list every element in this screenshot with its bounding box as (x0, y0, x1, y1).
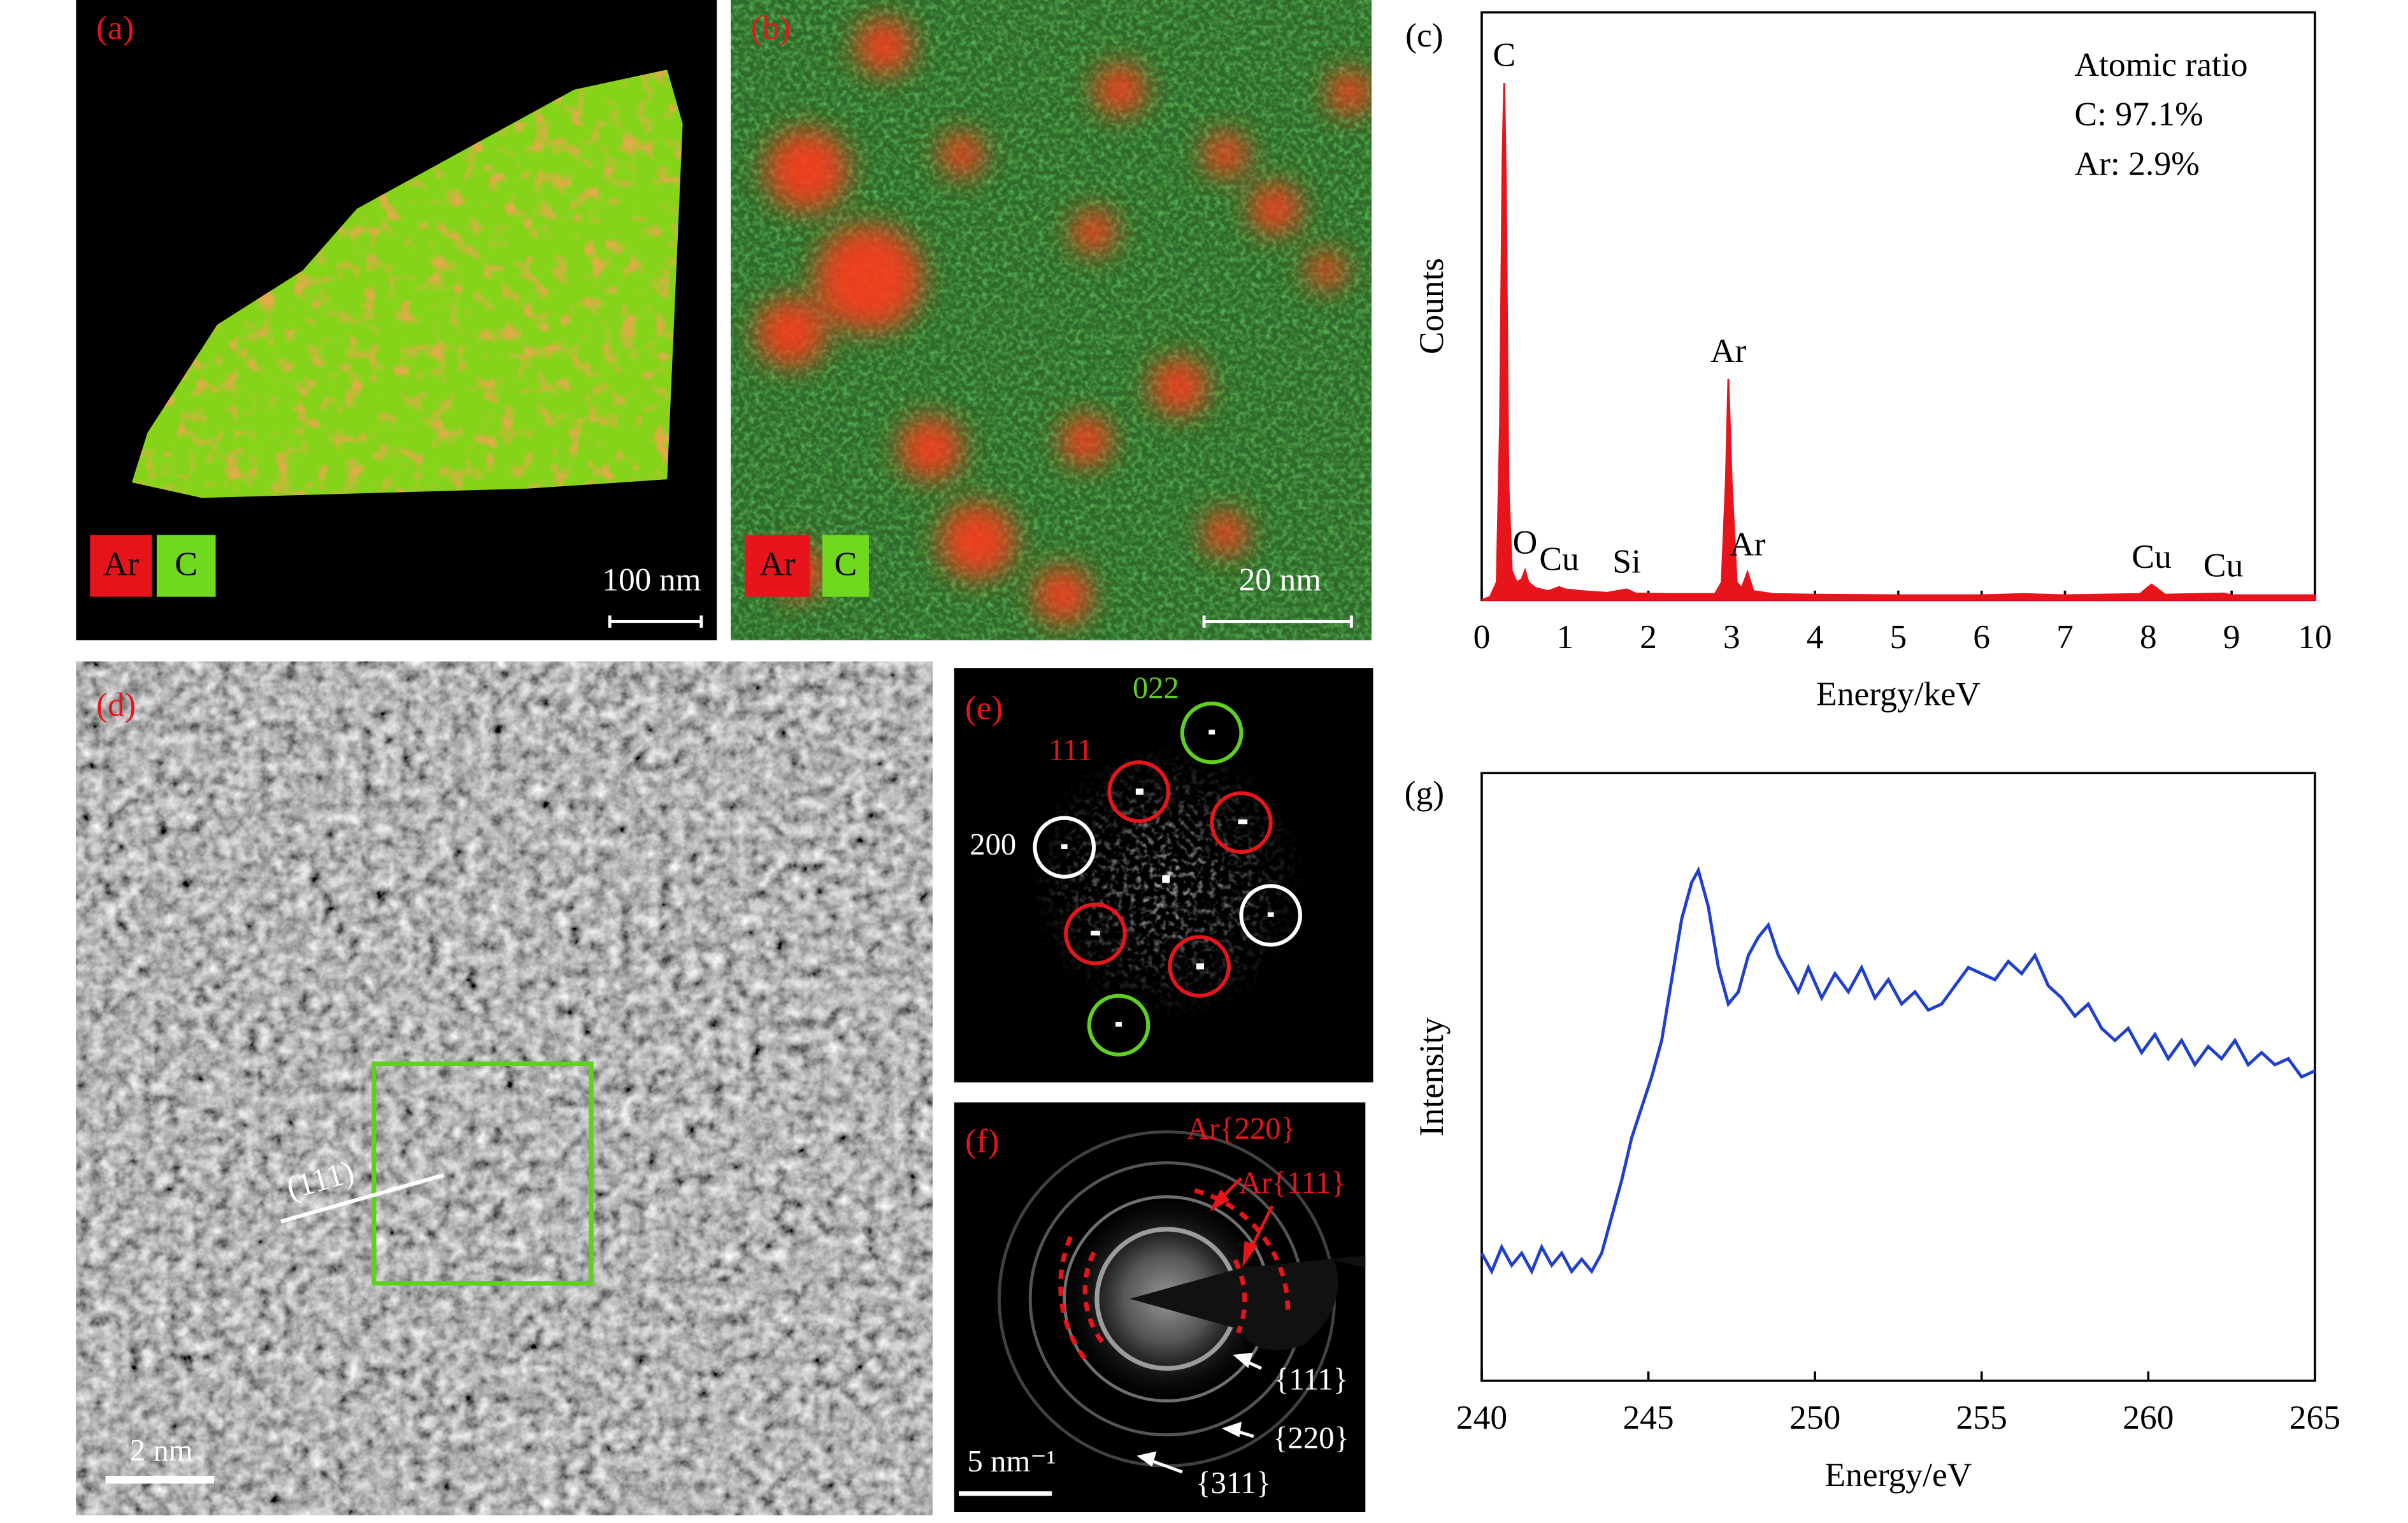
x-tick-label: 255 (1956, 1398, 2007, 1436)
legend-text: C (835, 545, 857, 583)
x-tick-label: 4 (1807, 617, 1824, 656)
scale-bar (608, 615, 703, 628)
panel-f: (f) Ar{220} Ar{111} {111} {220} {311} 5 … (954, 1102, 1366, 1513)
panel-b: (b) Ar C 20 nm (731, 0, 1372, 640)
x-axis-label: Energy/keV (1816, 675, 1981, 713)
data-line (1480, 866, 2316, 1275)
panel-a: (a) Ar C 100 nm (76, 0, 717, 640)
plane-line (280, 1173, 445, 1223)
annotation: Ar: 2.9% (2074, 144, 2199, 182)
legend-box (156, 535, 216, 597)
scale-bar-label: 100 nm (603, 563, 701, 598)
spot-circles (1033, 701, 1303, 1057)
x-tick-label: 9 (2223, 617, 2240, 656)
spot-label: 111 (1049, 733, 1093, 767)
x-tick-label: 3 (1723, 617, 1740, 656)
spot-label: 200 (970, 827, 1016, 862)
panel-label: (d) (96, 686, 136, 724)
x-tick-label: 10 (2298, 617, 2332, 656)
ring-label: Ar{220} (1187, 1111, 1296, 1146)
peak-label: O (1513, 523, 1538, 561)
legend-text: Ar (759, 545, 796, 583)
peak-label: Si (1612, 542, 1641, 580)
highlight-box (371, 1061, 594, 1286)
plot-frame (1480, 772, 2316, 1382)
y-axis-label: Counts (1412, 258, 1451, 354)
x-tick-label: 2 (1640, 617, 1657, 656)
scale-bar-label: 5 nm⁻¹ (967, 1444, 1056, 1478)
x-tick-label: 6 (1973, 617, 1990, 656)
x-tick-label: 1 (1556, 617, 1573, 656)
legend-box (822, 535, 869, 597)
legend-box (90, 535, 152, 597)
panel-label: (b) (751, 8, 791, 47)
peak-label: Ar (1730, 525, 1766, 563)
panel-label: (f) (965, 1122, 1000, 1160)
peak-label: Cu (1539, 540, 1579, 578)
x-tick-label: 240 (1456, 1398, 1507, 1436)
legend-text: C (175, 545, 197, 583)
legend-text: Ar (103, 545, 140, 583)
ring-label: Ar{111} (1239, 1166, 1346, 1200)
annotation: Atomic ratio (2074, 45, 2247, 83)
arrows (1209, 1177, 1274, 1267)
scale-bar (1202, 615, 1353, 628)
arrows (1136, 1352, 1263, 1474)
y-axis-label: Intensity (1412, 1017, 1451, 1136)
peak-label: C (1493, 36, 1516, 74)
ring-label: {111} (1274, 1362, 1348, 1396)
spot-label: 022 (1133, 671, 1179, 705)
peak-label: Cu (2132, 537, 2172, 575)
panel-label: (e) (965, 688, 1003, 726)
peak-label: Cu (2204, 546, 2244, 584)
x-tick-label: 250 (1789, 1398, 1840, 1436)
hrtem-texture (76, 661, 933, 1515)
x-tick-label: 245 (1623, 1398, 1673, 1436)
panel-label: (c) (1405, 16, 1443, 54)
beam-stop (1129, 1255, 1366, 1351)
scale-bar-label: 20 nm (1239, 563, 1321, 598)
x-tick-label: 265 (2290, 1398, 2340, 1436)
x-tick-label: 8 (2140, 617, 2157, 656)
annotation: C: 97.1% (2074, 95, 2203, 133)
x-tick-label: 7 (2056, 617, 2074, 656)
x-tick-label: 5 (1890, 617, 1907, 656)
x-tick-label: 0 (1473, 617, 1491, 656)
ring-label: {311} (1196, 1466, 1271, 1500)
panel-d: (111) (d) 2 nm (76, 661, 933, 1515)
x-tick-label: 260 (2123, 1398, 2174, 1436)
ar-clusters (757, 18, 1372, 623)
panel-label: (a) (96, 8, 134, 47)
data-area (1481, 83, 2316, 601)
fft-spots (1061, 730, 1274, 1027)
legend-box (745, 535, 810, 597)
peak-label: Ar (1710, 331, 1747, 370)
ring-label: {220} (1273, 1421, 1349, 1455)
x-axis-label: Energy/eV (1824, 1455, 1972, 1494)
panel-e: (e) 022 111 200 (954, 668, 1373, 1083)
scale-bar-label: 2 nm (130, 1433, 193, 1468)
panel-label: (g) (1405, 774, 1444, 812)
